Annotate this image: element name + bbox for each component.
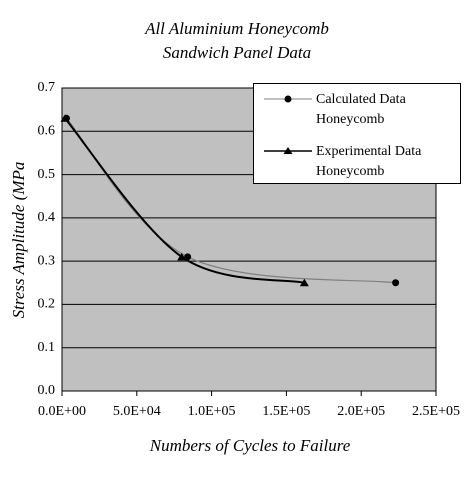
y-tick-label: 0.6 [38,124,56,139]
x-tick-label: 5.0E+04 [113,404,161,419]
legend-keys [264,95,312,154]
point [60,114,70,122]
x-tick-label: 2.5E+05 [412,404,460,419]
chart-title: Sandwich Panel Data [163,43,311,62]
x-tick-label: 0.0E+00 [38,404,86,419]
point [177,252,187,261]
y-tick-label: 0.3 [38,253,56,268]
legend-label: Experimental Data Honeycomb [316,144,422,179]
point [392,279,400,287]
x-tick-label: 1.0E+05 [188,404,236,419]
y-tick-label: 0.4 [38,210,56,225]
y-tick-label: 0.2 [38,297,56,312]
y-tick-label: 0.5 [38,167,56,182]
y-tick-label: 0.0 [38,383,56,398]
y-axis-label: Stress Amplitude (MPa [9,162,28,319]
x-tick-label: 2.0E+05 [337,404,385,419]
legend-key [284,95,292,103]
legend-key [283,147,293,154]
x-tick-label: 1.5E+05 [262,404,310,419]
legend-label: Calculated Data Honeycomb [316,92,406,127]
y-tick-label: 0.7 [38,80,56,95]
x-axis-label: Numbers of Cycles to Failure [149,436,351,455]
legend: Calculated Data Honeycomb Experimental D… [253,83,461,184]
y-tick-label: 0.1 [38,340,56,355]
point [299,278,309,287]
chart-title: All Aluminium Honeycomb [144,19,329,38]
